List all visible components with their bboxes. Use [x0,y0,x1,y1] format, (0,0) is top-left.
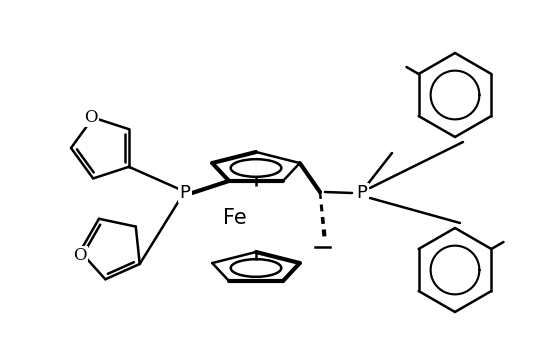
Text: O: O [73,247,87,264]
Text: P: P [180,184,191,202]
Text: O: O [84,109,98,126]
Text: P: P [356,184,368,202]
Text: Fe: Fe [223,208,247,228]
